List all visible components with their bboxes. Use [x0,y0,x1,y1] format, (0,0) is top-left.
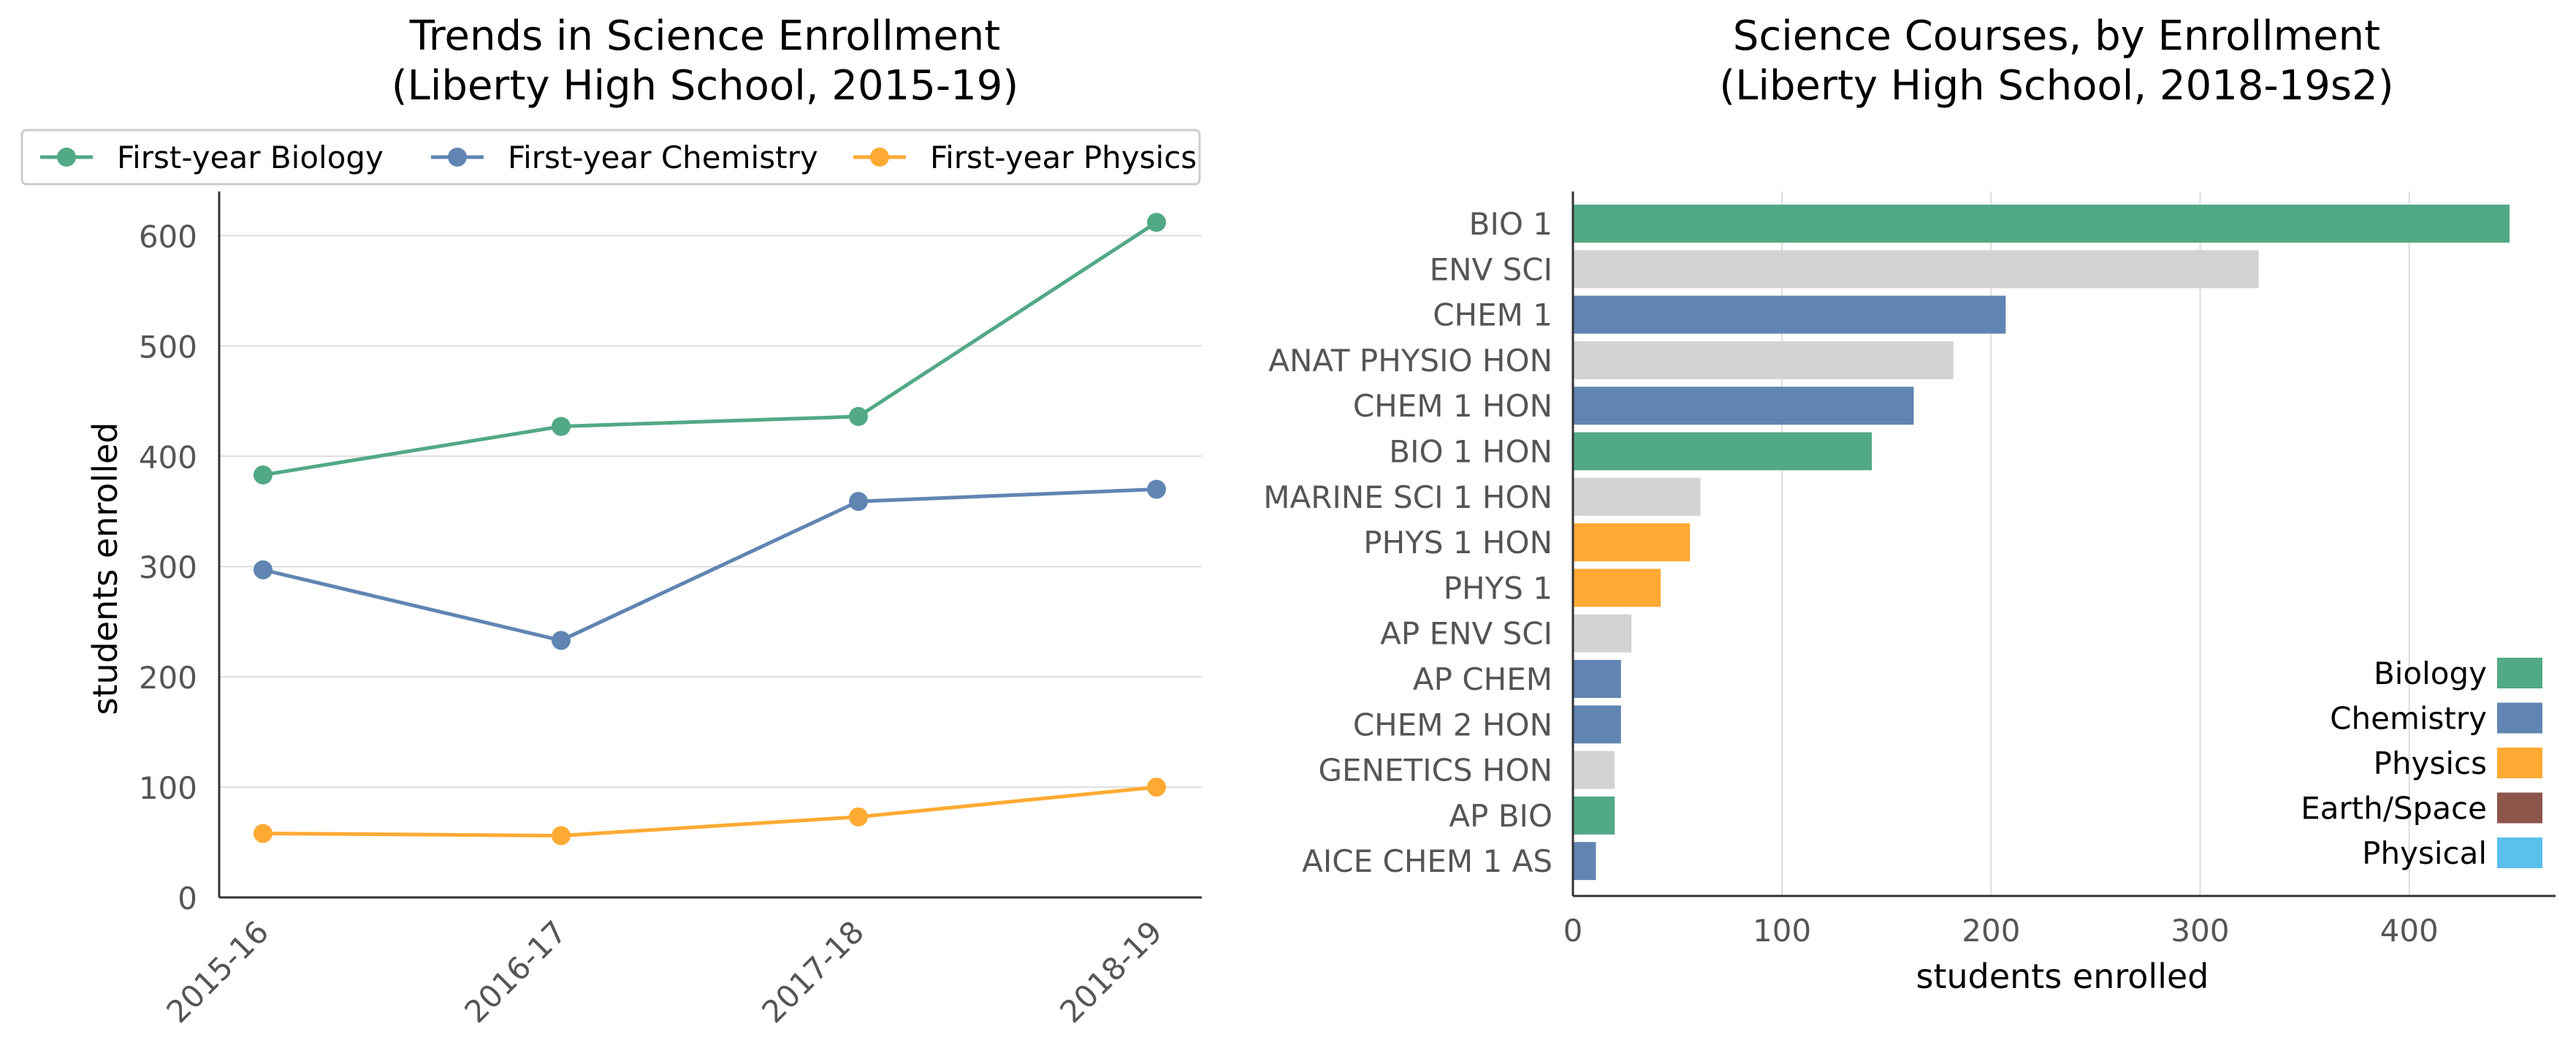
line-chart-legend-box [20,129,1201,186]
legend-swatch [2497,837,2542,868]
category-label: MARINE SCI 1 HON [1263,479,1552,515]
x-tick-label: 200 [1962,913,2020,949]
bar [1573,341,1954,379]
bar [1573,250,2259,289]
data-point [552,826,571,846]
bar-chart-subtitle: (Liberty High School, 2018-19s2) [1719,62,2393,110]
bar-chart: Science Courses, by Enrollment (Liberty … [1263,12,2556,996]
category-label: AP CHEM [1413,661,1552,697]
y-tick-label: 200 [139,660,197,696]
legend-marker [57,148,76,167]
category-label: BIO 1 [1469,206,1552,242]
bar [1573,751,1615,789]
category-label: BIO 1 HON [1389,434,1552,470]
legend-swatch [2497,748,2542,778]
category-label: GENETICS HON [1319,753,1552,789]
series-line [262,487,1157,642]
legend-label: Chemistry [2330,701,2487,737]
legend-label: First-year Chemistry [508,140,818,175]
bar-chart-bars [1573,205,2510,881]
y-tick-label: 0 [178,881,197,916]
line-chart-axes [218,191,1202,899]
y-tick-label: 300 [139,550,197,585]
bar [1573,432,1872,471]
bar-chart-legend: Biology Chemistry Physics Earth/Space Physic… [2301,656,2542,871]
series-line [262,785,1157,837]
x-tick-label: 2017-18 [755,913,871,1030]
line-chart-legend: First-year Biology First-year Chemistry Fi… [20,129,1201,186]
legend-marker [448,148,467,167]
legend-label: Physical [2362,835,2487,871]
bar [1573,842,1596,881]
category-label: CHEM 1 HON [1353,388,1552,424]
x-tick-label: 400 [2380,913,2439,949]
category-label: CHEM 2 HON [1353,707,1552,742]
category-label: CHEM 1 [1433,297,1552,333]
x-tick-label: 2018-19 [1053,913,1169,1030]
bar [1573,660,1621,698]
bar [1573,387,1914,425]
x-tick-label: 300 [2171,913,2229,949]
y-tick-label: 100 [139,770,197,806]
data-point [254,824,273,843]
data-point [1147,213,1166,232]
bar [1573,523,1691,562]
line-chart-gridlines [219,235,1202,789]
data-point [849,807,868,827]
bar-chart-title: Science Courses, by Enrollment [1733,12,2380,60]
x-tick-label: 100 [1753,913,1811,949]
bar-chart-axes [1571,191,2556,897]
legend-label: Biology [2374,656,2487,691]
x-tick-label: 2015-16 [159,913,275,1030]
line-chart-series [254,213,1166,846]
data-point [1147,479,1166,499]
legend-label: First-year Biology [117,140,384,175]
bar [1573,614,1632,653]
category-label: ENV SCI [1430,251,1552,287]
bar [1573,477,1701,516]
y-tick-label: 400 [139,439,197,475]
x-tick-label: 0 [1563,913,1583,949]
legend-swatch [2497,658,2542,688]
data-point [552,417,571,436]
category-label: AICE CHEM 1 AS [1302,843,1552,879]
bar-chart-x-ticks: 0 100 200 300 400 [1563,913,2439,949]
line-chart-subtitle: (Liberty High School, 2015-19) [392,62,1018,110]
data-point [849,492,868,512]
line-chart-y-ticks: 0 100 200 300 400 500 600 [139,219,197,916]
series-line [262,221,1158,477]
data-point [552,631,571,650]
y-tick-label: 600 [139,219,197,254]
category-label: ANAT PHYSIO HON [1268,343,1552,379]
bar [1573,705,1621,744]
bar [1573,295,2006,334]
bar [1573,205,2510,243]
line-chart-x-ticks: 2015-16 2016-17 2017-18 2018-19 [159,913,1169,1030]
data-point [1147,778,1166,797]
line-chart-y-axis-label: students enrolled [85,422,125,715]
category-label: AP ENV SCI [1380,616,1552,652]
bar-chart-gridlines [1781,191,2410,896]
bar-chart-category-labels: BIO 1 ENV SCI CHEM 1 ANAT PHYSIO HON CHEM 1 … [1263,206,1552,879]
legend-label: Physics [2374,745,2487,781]
data-point [849,406,868,426]
bar [1573,796,1615,835]
data-point [254,560,273,580]
legend-label: Earth/Space [2301,791,2487,827]
category-label: PHYS 1 [1444,570,1552,606]
legend-marker [870,148,889,167]
category-label: PHYS 1 HON [1363,525,1552,561]
bar-chart-x-axis-label: students enrolled [1916,957,2209,996]
bar [1573,569,1661,607]
x-tick-label: 2016-17 [457,913,573,1030]
data-point [254,465,273,485]
legend-label: First-year Physics [930,140,1197,175]
legend-swatch [2497,702,2542,734]
line-chart-title: Trends in Science Enrollment [409,12,1000,60]
line-chart: Trends in Science Enrollment (Liberty Hi… [20,12,1202,1030]
y-tick-label: 500 [139,329,197,365]
legend-swatch [2497,792,2542,824]
category-label: AP BIO [1449,798,1552,834]
